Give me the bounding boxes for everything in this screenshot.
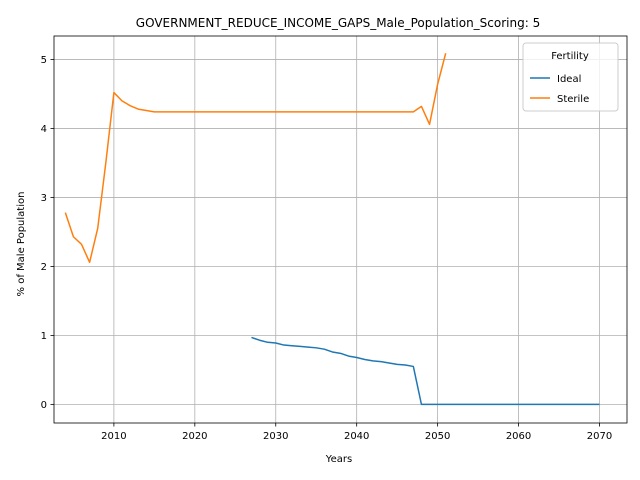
y-axis: 0 1 2 3 4 5 [41, 55, 54, 411]
x-tick-label: 2070 [587, 431, 612, 442]
legend-label-ideal: Ideal [557, 74, 581, 85]
chart-title: GOVERNMENT_REDUCE_INCOME_GAPS_Male_Popul… [136, 16, 540, 30]
x-tick-label: 2040 [344, 431, 369, 442]
series-line-sterile [64, 53, 447, 264]
legend: Fertility Ideal Sterile [522, 42, 619, 112]
series-lines [64, 53, 600, 406]
x-tick-label: 2020 [182, 431, 207, 442]
x-tick-label: 2060 [506, 431, 531, 442]
y-tick-label: 5 [41, 55, 47, 66]
plot-area [53, 35, 628, 424]
legend-label-sterile: Sterile [557, 94, 589, 105]
y-tick-label: 2 [41, 262, 47, 273]
y-tick-label: 4 [41, 124, 47, 135]
y-tick-label: 1 [41, 331, 47, 342]
x-axis-label: Years [325, 454, 352, 465]
x-tick-label: 2010 [101, 431, 126, 442]
legend-title: Fertility [551, 51, 589, 62]
legend-box [522, 42, 619, 112]
x-tick-label: 2030 [263, 431, 288, 442]
x-tick-label: 2050 [425, 431, 450, 442]
y-tick-label: 3 [41, 193, 47, 204]
y-axis-label: % of Male Population [16, 192, 27, 297]
series-line-ideal [251, 336, 600, 406]
x-axis: 2010 2020 2030 2040 2050 2060 2070 [101, 423, 612, 442]
y-tick-label: 0 [41, 400, 47, 411]
